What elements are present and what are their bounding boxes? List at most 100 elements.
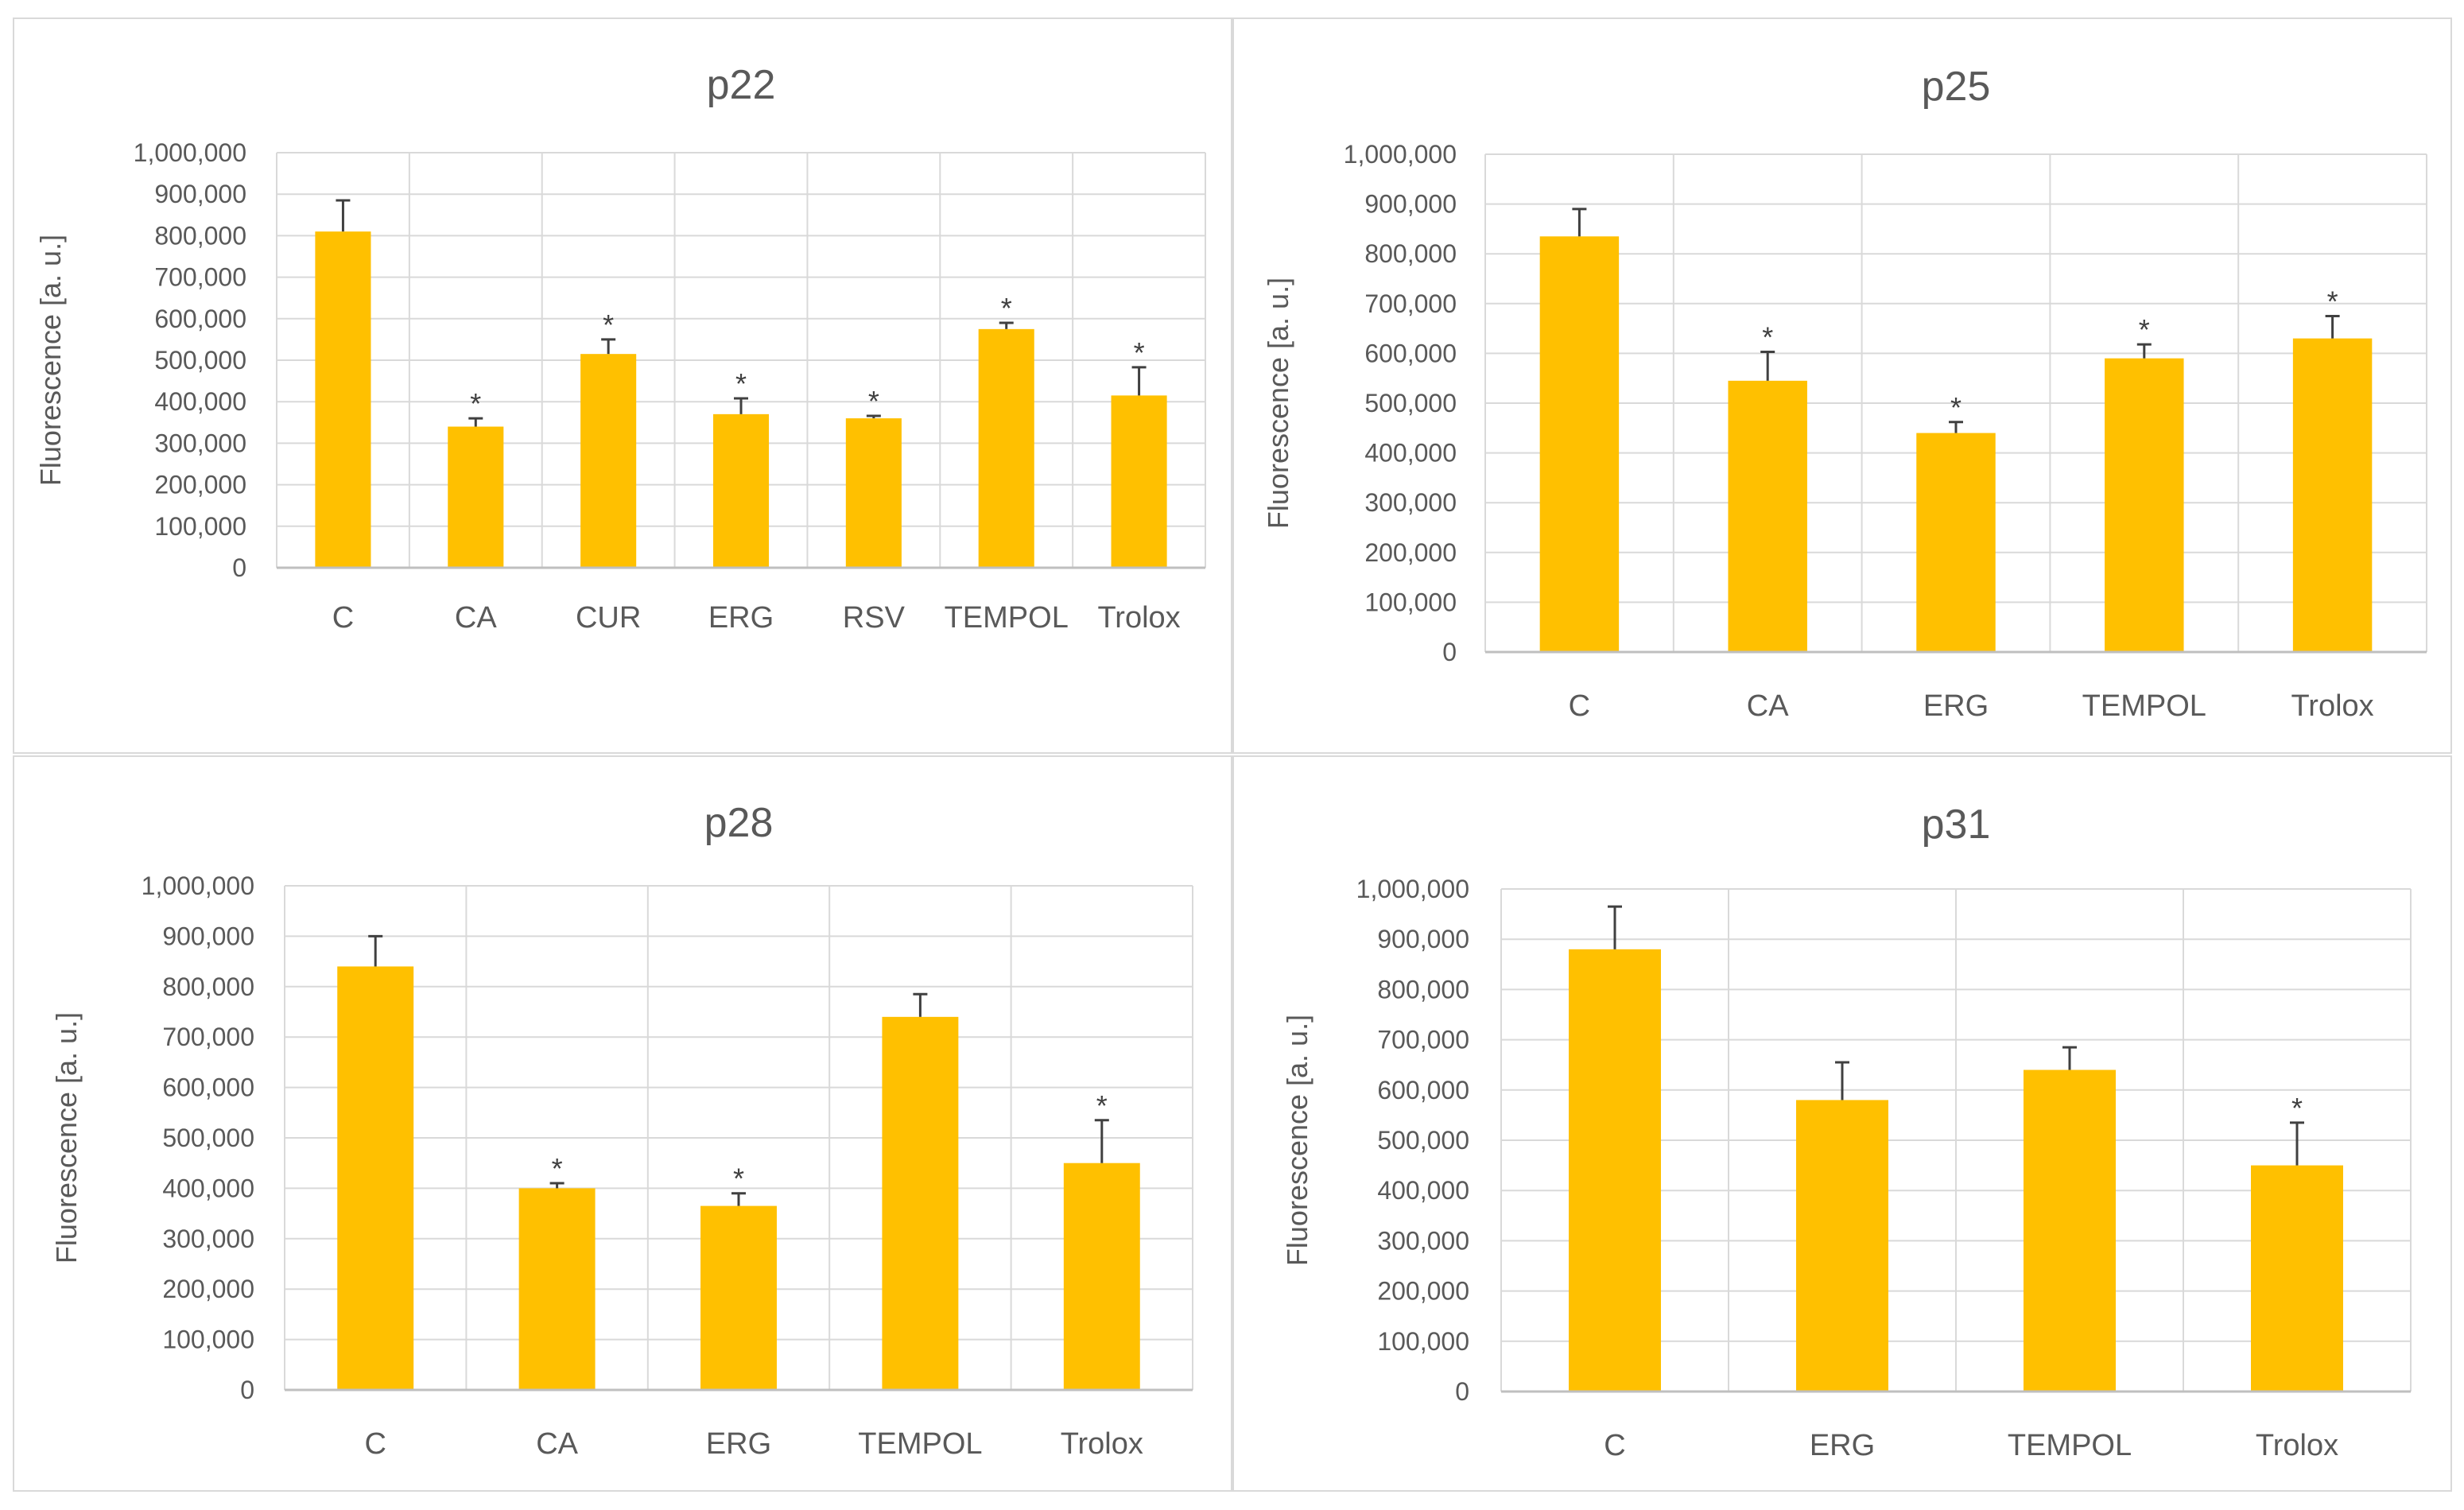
y-tick-label: 100,000 [1364,588,1457,616]
significance-marker: * [733,1163,744,1195]
y-tick-label: 700,000 [1364,289,1457,318]
y-tick-label: 200,000 [154,471,246,499]
y-axis-label: Fluorescence [a. u.] [1281,1015,1313,1266]
bar [315,231,371,568]
y-tick-label: 300,000 [1364,488,1457,517]
y-tick-label: 500,000 [1364,389,1457,417]
y-tick-label: 0 [1442,638,1457,666]
chart-svg: p31 Fluorescence [a. u.] 0 100,000 200,000 30… [1281,802,2412,1462]
chart-title: p31 [1922,802,1991,848]
y-tick-label: 200,000 [1377,1277,1469,1306]
y-tick-label: 200,000 [1364,538,1457,567]
chart-panel-p28: p28 Fluorescence [a. u.] 0 100,000 200,000 30… [13,755,1232,1492]
y-tick-label: 1,000,000 [134,138,246,167]
chart-panel-p31: p31 Fluorescence [a. u.] 0 100,000 200,000 30… [1232,755,2452,1492]
y-tick-label: 400,000 [1364,439,1457,468]
bar [1569,949,1661,1392]
y-tick-label: 400,000 [162,1174,254,1202]
y-tick-label: 600,000 [1364,339,1457,367]
y-tick-label: 0 [1455,1377,1469,1406]
y-tick-label: 800,000 [154,221,246,250]
bar [882,1016,959,1390]
y-tick-label: 600,000 [1377,1076,1469,1104]
x-tick-label: TEMPOL [2008,1429,2132,1462]
y-tick-label: 900,000 [154,180,246,208]
chart-svg: p28 Fluorescence [a. u.] 0 100,000 200,000 30… [50,800,1193,1461]
significance-marker: * [2327,285,2338,317]
y-tick-label: 700,000 [154,263,246,292]
bar [337,966,414,1390]
y-tick-label: 100,000 [162,1326,254,1354]
bar [1796,1100,1888,1392]
x-tick-label: C [364,1427,386,1461]
y-tick-label: 1,000,000 [142,871,254,900]
y-tick-label: 800,000 [162,972,254,1001]
y-tick-label: 600,000 [162,1073,254,1102]
x-tick-label: CA [455,601,497,635]
significance-marker: * [1134,336,1145,369]
y-tick-label: 1,000,000 [1344,140,1457,169]
bar [1539,236,1620,652]
significance-marker: * [1950,391,1961,424]
x-tick-label: ERG [1923,689,1989,723]
chart-svg: p22 Fluorescence [a. u.] 0 100,000 200,000 30… [34,62,1206,635]
significance-marker: * [1762,321,1773,354]
y-tick-label: 700,000 [1377,1026,1469,1054]
y-axis-label: Fluorescence [a. u.] [1262,278,1294,529]
y-tick-label: 300,000 [1377,1226,1469,1255]
bar [580,354,637,568]
x-tick-label: RSV [843,601,906,635]
y-tick-label: 300,000 [154,429,246,457]
y-tick-label: 800,000 [1364,239,1457,268]
bar [2251,1165,2343,1392]
x-tick-label: ERG [706,1427,771,1461]
x-tick-label: Trolox [2256,1429,2338,1462]
x-tick-label: C [1569,689,1590,723]
bar [1728,380,1807,652]
y-tick-label: 400,000 [1377,1176,1469,1205]
y-tick-label: 700,000 [162,1023,254,1051]
x-tick-label: TEMPOL [858,1427,982,1461]
y-axis-label: Fluorescence [a. u.] [50,1012,83,1264]
chart-svg: p25 Fluorescence [a. u.] 0 100,000 200,000 30… [1262,64,2427,723]
bar [518,1188,596,1390]
x-tick-label: Trolox [1097,601,1180,635]
significance-marker: * [470,387,481,420]
chart-panel-p22: p22 Fluorescence [a. u.] 0 100,000 200,000 30… [13,17,1232,754]
bar [1916,433,1996,652]
x-tick-label: Trolox [1061,1427,1143,1461]
y-tick-label: 500,000 [1377,1126,1469,1155]
y-tick-label: 800,000 [1377,975,1469,1003]
chart-title: p28 [704,800,774,846]
significance-marker: * [552,1152,563,1185]
bar [2105,358,2184,652]
x-tick-label: TEMPOL [945,601,1069,635]
x-tick-label: CA [1747,689,1789,723]
chart-title: p25 [1922,64,1991,110]
y-tick-label: 300,000 [162,1225,254,1253]
y-tick-label: 900,000 [1377,925,1469,953]
y-tick-label: 0 [232,553,246,582]
y-tick-label: 0 [240,1376,254,1404]
significance-marker: * [1001,292,1012,324]
bar [448,426,504,568]
significance-marker: * [603,309,614,341]
x-tick-label: TEMPOL [2082,689,2206,723]
x-tick-label: CUR [576,601,641,635]
x-tick-label: CA [536,1427,578,1461]
y-tick-label: 100,000 [154,512,246,541]
y-tick-label: 400,000 [154,387,246,416]
x-tick-label: ERG [708,601,774,635]
x-tick-label: C [332,601,354,635]
significance-marker: * [2291,1092,2303,1124]
bar [1063,1163,1140,1390]
y-tick-label: 500,000 [162,1124,254,1152]
bar [712,413,770,568]
chart-panel-p25: p25 Fluorescence [a. u.] 0 100,000 200,000 30… [1232,17,2452,754]
significance-marker: * [2139,313,2150,346]
significance-marker: * [868,385,879,417]
y-tick-label: 900,000 [162,922,254,950]
y-tick-label: 200,000 [162,1275,254,1303]
x-tick-label: Trolox [2291,689,2374,723]
y-axis-label: Fluorescence [a. u.] [34,235,67,486]
